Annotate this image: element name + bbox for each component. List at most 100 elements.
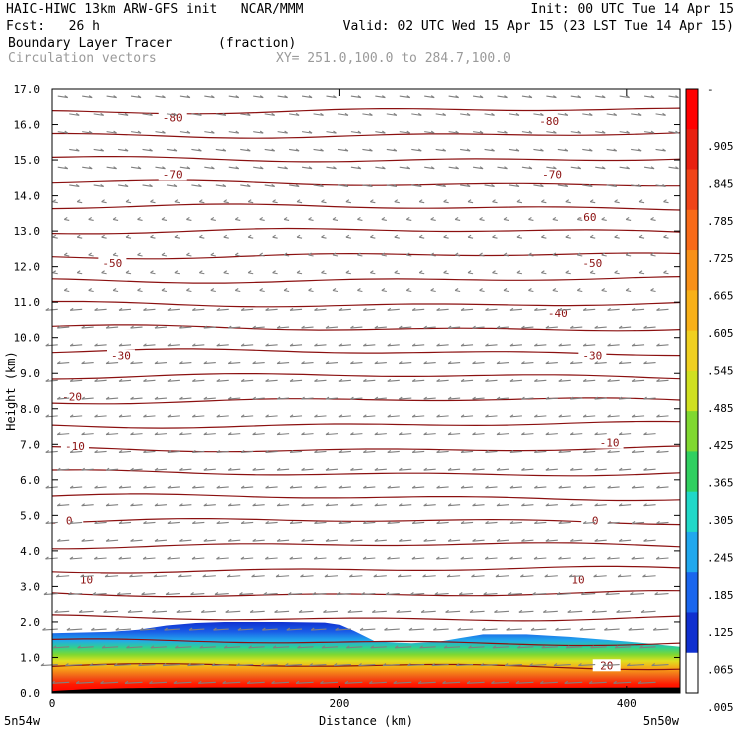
vector-head bbox=[63, 217, 68, 220]
vector-head bbox=[631, 343, 636, 347]
vector-head bbox=[344, 148, 349, 152]
vector-head bbox=[541, 270, 545, 274]
vector-head bbox=[443, 199, 447, 203]
circulation-vector bbox=[155, 131, 166, 134]
vector-head bbox=[558, 485, 563, 489]
circulation-vector bbox=[374, 539, 387, 542]
vector-head bbox=[176, 609, 181, 613]
vector-head bbox=[284, 95, 288, 99]
circulation-vector bbox=[313, 148, 324, 152]
circulation-vector bbox=[77, 272, 83, 275]
vector-head bbox=[460, 414, 465, 418]
circulation-vector bbox=[459, 592, 474, 596]
circulation-vector bbox=[394, 272, 400, 275]
circulation-vector bbox=[491, 681, 510, 684]
circulation-vector bbox=[228, 397, 241, 400]
vector-head bbox=[515, 112, 520, 116]
temperature-contour bbox=[52, 300, 681, 308]
circulation-vector bbox=[436, 450, 449, 453]
circulation-vector bbox=[290, 344, 303, 347]
circulation-vector bbox=[64, 289, 70, 293]
circulation-vector bbox=[618, 575, 632, 578]
circulation-vector bbox=[117, 592, 132, 596]
vector-head bbox=[509, 449, 514, 453]
circulation-vector bbox=[552, 289, 558, 293]
circulation-vector bbox=[301, 433, 314, 436]
vector-head bbox=[81, 325, 85, 329]
circulation-vector bbox=[619, 362, 632, 365]
vector-head bbox=[154, 396, 159, 400]
vector-head bbox=[187, 663, 191, 667]
circulation-vector bbox=[228, 166, 239, 170]
vector-head bbox=[190, 592, 194, 595]
vector-head bbox=[265, 449, 269, 453]
vector-head bbox=[436, 343, 440, 347]
vector-head bbox=[347, 609, 352, 613]
circulation-vector bbox=[521, 131, 533, 134]
circulation-vector bbox=[558, 415, 571, 418]
circulation-vector bbox=[118, 308, 132, 311]
vector-head bbox=[406, 130, 411, 134]
circulation-vector bbox=[558, 308, 571, 311]
vector-head bbox=[613, 112, 618, 116]
circulation-vector bbox=[323, 610, 339, 613]
circulation-vector bbox=[154, 504, 168, 507]
vector-head bbox=[52, 199, 57, 203]
vector-head bbox=[422, 574, 426, 578]
vector-head bbox=[469, 609, 474, 613]
circulation-vector bbox=[211, 664, 229, 667]
circulation-vector bbox=[88, 254, 94, 257]
colorbar-segment bbox=[686, 491, 698, 533]
vector-head bbox=[387, 307, 392, 311]
vector-head bbox=[618, 432, 623, 436]
circulation-vector bbox=[509, 379, 522, 382]
vector-head bbox=[167, 343, 172, 347]
circulation-vector bbox=[423, 362, 436, 365]
circulation-vector bbox=[534, 415, 547, 418]
circulation-vector bbox=[161, 289, 168, 293]
circulation-vector bbox=[130, 95, 142, 99]
vector-head bbox=[509, 485, 514, 489]
circulation-vector bbox=[81, 397, 94, 400]
temperature-contour bbox=[51, 156, 681, 163]
vector-head bbox=[411, 521, 416, 524]
circulation-vector bbox=[656, 344, 669, 347]
vector-head bbox=[614, 199, 618, 203]
circulation-vector bbox=[57, 326, 70, 329]
colorbar-label: .065 bbox=[707, 664, 734, 677]
vector-head bbox=[296, 199, 301, 203]
circulation-vector bbox=[496, 539, 510, 542]
vector-head bbox=[227, 396, 232, 400]
circulation-vector bbox=[419, 236, 425, 239]
circulation-vector bbox=[186, 254, 192, 257]
circulation-vector bbox=[286, 628, 303, 631]
circulation-vector bbox=[472, 326, 485, 329]
circulation-vector bbox=[607, 308, 620, 311]
vector-head bbox=[344, 112, 349, 116]
circulation-vector bbox=[631, 148, 642, 152]
circulation-vector bbox=[632, 486, 645, 489]
circulation-vector bbox=[188, 628, 205, 631]
circulation-vector bbox=[57, 362, 70, 365]
circulation-vector bbox=[638, 272, 645, 275]
vector-head bbox=[296, 234, 301, 238]
circulation-vector bbox=[167, 308, 180, 311]
circulation-vector bbox=[407, 664, 425, 667]
vector-head bbox=[289, 307, 294, 311]
vector-head bbox=[507, 592, 512, 595]
vector-head bbox=[94, 414, 98, 418]
circulation-vector bbox=[447, 575, 461, 578]
vector-head bbox=[137, 252, 141, 256]
vector-head bbox=[152, 609, 156, 613]
vector-head bbox=[81, 467, 85, 471]
vector-head bbox=[398, 538, 403, 542]
circulation-vector bbox=[496, 504, 510, 507]
circulation-vector bbox=[179, 468, 192, 471]
circulation-vector bbox=[656, 379, 669, 382]
circulation-vector bbox=[430, 218, 436, 221]
vector-head bbox=[460, 343, 465, 347]
vector-head bbox=[69, 521, 74, 524]
circulation-vector bbox=[455, 289, 461, 293]
vector-head bbox=[589, 234, 594, 238]
vector-head bbox=[509, 414, 514, 418]
